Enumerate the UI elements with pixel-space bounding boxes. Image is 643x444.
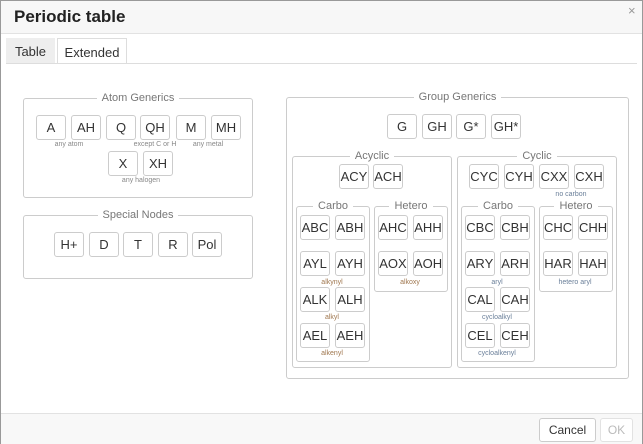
group-generics-group: Group Generics <box>286 91 629 379</box>
atom-button-group-acyclic-hetero-buttons-0[interactable]: AHC <box>378 215 408 240</box>
atom-button-special-buttons-0[interactable]: H+ <box>54 232 84 257</box>
atom-button-group-acyclic-carbo-buttons-1[interactable]: ABH <box>335 215 365 240</box>
atom-button-group-cyclic-carbo-buttons-1[interactable]: CBH <box>500 215 530 240</box>
atom-button-group-acyclic-carbo-buttons-3[interactable]: AYH <box>335 251 365 276</box>
cyclic-carbo-legend: Carbo <box>478 200 518 212</box>
atom-button-group-cyclic-buttons-3[interactable]: CXH <box>574 164 604 189</box>
atom-button-group-acyclic-hetero-buttons-1[interactable]: AHH <box>413 215 443 240</box>
atom-button-special-buttons-2[interactable]: T <box>123 232 153 257</box>
atom-button-group-cyclic-buttons-2[interactable]: CXX <box>539 164 569 189</box>
atom-button-atom-buttons-3[interactable]: QH <box>140 115 170 140</box>
atom-button-group-cyclic-carbo-buttons-5[interactable]: CAH <box>500 287 530 312</box>
atom-button-group-acyclic-carbo-buttons-7[interactable]: AEH <box>335 323 365 348</box>
dialog-footer: Cancel OK <box>1 413 642 444</box>
special-nodes-legend: Special Nodes <box>97 209 179 221</box>
atom-button-group-cyclic-hetero-buttons-2[interactable]: HAR <box>543 251 573 276</box>
button-caption: any atom <box>54 141 84 148</box>
close-icon[interactable]: × <box>628 3 636 18</box>
atom-button-group-cyclic-buttons-1[interactable]: CYH <box>504 164 534 189</box>
acyclic-hetero-legend: Hetero <box>389 200 433 212</box>
ok-button[interactable]: OK <box>600 418 633 442</box>
atom-button-group-cyclic-carbo-buttons-2[interactable]: ARY <box>465 251 495 276</box>
atom-button-group-cyclic-hetero-buttons-1[interactable]: CHH <box>578 215 608 240</box>
button-caption: alkynyl <box>321 279 343 286</box>
acyclic-legend: Acyclic <box>349 150 395 162</box>
cyclic-legend: Cyclic <box>517 150 557 162</box>
atom-button-group-cyclic-carbo-buttons-3[interactable]: ARH <box>500 251 530 276</box>
atom-button-group-acyclic-hetero-buttons-2[interactable]: AOX <box>378 251 408 276</box>
cyclic-carbo-group: Carbo <box>461 200 535 362</box>
atom-button-group-cyclic-carbo-buttons-0[interactable]: CBC <box>465 215 495 240</box>
atom-button-group-acyclic-buttons-1[interactable]: ACH <box>373 164 403 189</box>
group-generics-legend: Group Generics <box>413 91 502 103</box>
atom-button-atom-buttons-4[interactable]: M <box>176 115 206 140</box>
atom-button-group-cyclic-hetero-buttons-0[interactable]: CHC <box>543 215 573 240</box>
button-caption: no carbon <box>555 191 587 198</box>
tab-table[interactable]: Table <box>6 38 55 64</box>
atom-button-group-buttons-3[interactable]: GH* <box>491 114 521 139</box>
acyclic-carbo-legend: Carbo <box>313 200 353 212</box>
atom-button-group-cyclic-carbo-buttons-7[interactable]: CEH <box>500 323 530 348</box>
atom-button-group-cyclic-buttons-0[interactable]: CYC <box>469 164 499 189</box>
atom-button-group-acyclic-carbo-buttons-0[interactable]: ABC <box>300 215 330 240</box>
dialog-title: Periodic table <box>14 7 126 26</box>
button-caption: except C or H <box>133 141 177 148</box>
atom-generics-group: Atom Generics <box>23 92 253 198</box>
dialog-header: Periodic table × <box>1 1 642 34</box>
atom-button-group-cyclic-carbo-buttons-6[interactable]: CEL <box>465 323 495 348</box>
cyclic-hetero-legend: Hetero <box>554 200 598 212</box>
atom-button-special-buttons-3[interactable]: R <box>158 232 188 257</box>
button-caption: alkyl <box>324 314 339 321</box>
atom-button-special-buttons-1[interactable]: D <box>89 232 119 257</box>
tab-divider <box>6 63 637 64</box>
atom-button-group-acyclic-buttons-0[interactable]: ACY <box>339 164 369 189</box>
atom-button-atom-buttons-2[interactable]: Q <box>106 115 136 140</box>
button-caption: aryl <box>491 279 503 286</box>
atom-button-group-buttons-0[interactable]: G <box>387 114 417 139</box>
atom-button-atom-buttons-1[interactable]: AH <box>71 115 101 140</box>
atom-button-group-acyclic-carbo-buttons-6[interactable]: AEL <box>300 323 330 348</box>
button-caption: any metal <box>192 141 224 148</box>
atom-button-group-acyclic-carbo-buttons-5[interactable]: ALH <box>335 287 365 312</box>
cancel-button[interactable]: Cancel <box>539 418 596 442</box>
acyclic-group: Acyclic <box>292 150 452 368</box>
cyclic-group: Cyclic <box>457 150 617 368</box>
atom-button-group-cyclic-carbo-buttons-4[interactable]: CAL <box>465 287 495 312</box>
button-caption: cycloalkyl <box>482 314 512 321</box>
atom-button-group-buttons-2[interactable]: G* <box>456 114 486 139</box>
atom-button-atom-buttons-5[interactable]: MH <box>211 115 241 140</box>
atom-button-group-buttons-1[interactable]: GH <box>422 114 452 139</box>
cyclic-hetero-group: Hetero <box>539 200 613 292</box>
button-caption: hetero aryl <box>558 279 592 286</box>
button-caption: cycloalkenyl <box>478 350 516 357</box>
special-nodes-group: Special Nodes <box>23 209 253 279</box>
atom-button-group-acyclic-hetero-buttons-3[interactable]: AOH <box>413 251 443 276</box>
tab-extended[interactable]: Extended <box>57 38 127 64</box>
acyclic-hetero-group: Hetero <box>374 200 448 292</box>
atom-generics-legend: Atom Generics <box>96 92 180 104</box>
atom-button-atom-buttons-7[interactable]: XH <box>143 151 173 176</box>
atom-button-group-acyclic-carbo-buttons-4[interactable]: ALK <box>300 287 330 312</box>
atom-button-group-acyclic-carbo-buttons-2[interactable]: AYL <box>300 251 330 276</box>
atom-button-group-cyclic-hetero-buttons-3[interactable]: HAH <box>578 251 608 276</box>
atom-button-special-buttons-4[interactable]: Pol <box>192 232 222 257</box>
acyclic-carbo-group: Carbo <box>296 200 370 362</box>
atom-button-atom-buttons-0[interactable]: A <box>36 115 66 140</box>
atom-button-atom-buttons-6[interactable]: X <box>108 151 138 176</box>
button-caption: any halogen <box>121 177 161 184</box>
button-caption: alkenyl <box>321 350 343 357</box>
button-caption: alkoxy <box>400 279 420 286</box>
